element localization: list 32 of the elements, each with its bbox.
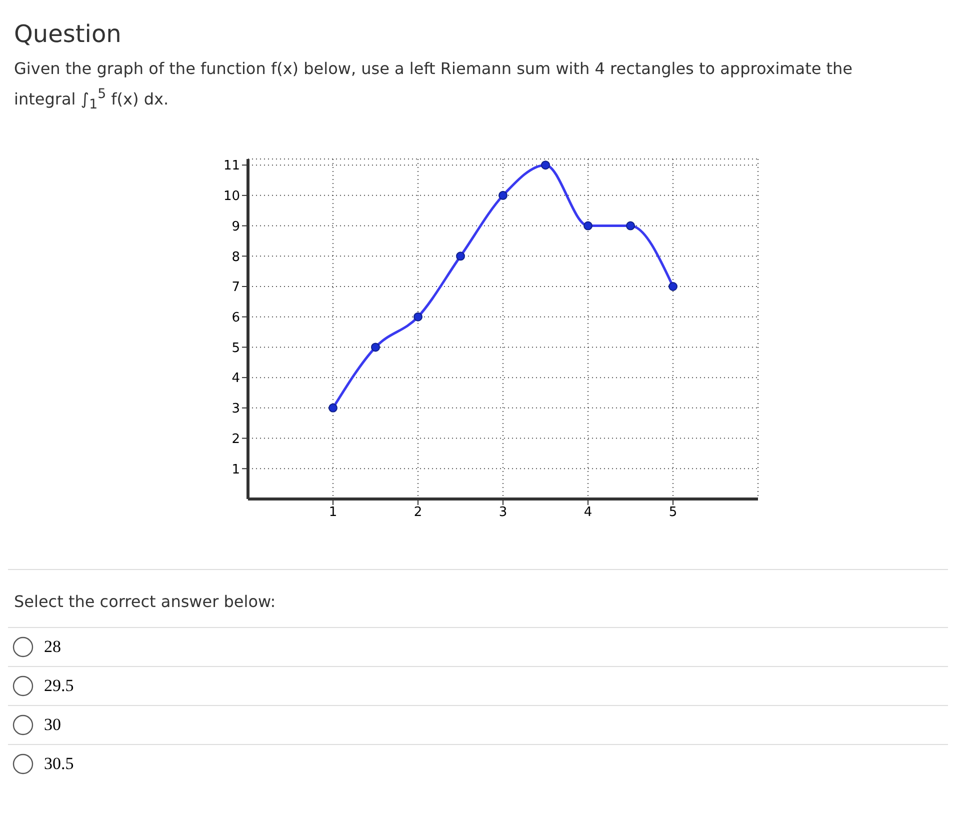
point [498,190,508,200]
text: 30 [44,714,61,735]
point [371,342,380,352]
text: 30.5 [44,754,74,774]
point [584,220,592,230]
y-tick-label: 10 [223,188,240,204]
chart-title: Question [13,19,122,50]
text: 29.5 [44,676,74,696]
point [414,312,422,321]
y-tick-label: 8 [232,249,240,264]
point [456,251,465,260]
chart-subtitle: Given the graph of the function f(x) below, use a left Riemann sum with 4 rectangles to approximate the integral ∫$_{1}$$^{5}$ f(x) dx. [13,58,854,115]
y-tick-label: 6 [232,310,240,325]
x-tick-label: 1 [328,504,338,520]
y-tick-label: 5 [232,340,240,356]
x-tick-label: 4 [584,504,592,520]
point [541,160,550,170]
y-tick-label: 1 [232,462,240,477]
y-tick-label: 4 [232,370,240,386]
x-tick-label: 3 [498,504,508,520]
text: Select the correct answer below: [13,590,277,613]
y-tick-label: 2 [232,431,240,446]
y-tick-label: 3 [232,401,240,416]
x-tick-label: 2 [414,504,422,520]
y-tick-label: 9 [232,218,240,234]
point [626,220,635,230]
point [668,282,678,291]
y-tick-label: 11 [223,158,240,174]
text: 28 [44,636,61,657]
y-tick-label: 7 [232,280,240,295]
x-tick-label: 5 [668,504,678,520]
point [328,402,338,412]
